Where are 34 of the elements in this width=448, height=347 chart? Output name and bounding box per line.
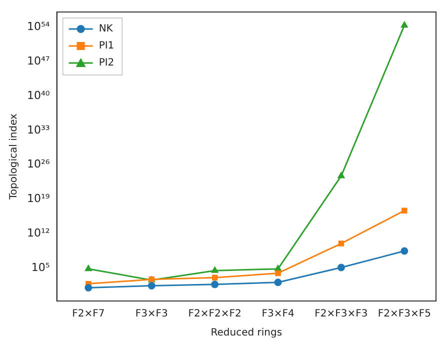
point [338,240,344,246]
point [402,208,408,214]
point [401,22,408,28]
x-tick-label: F3×F3 [135,308,168,320]
legend-label: PI2 [98,58,114,69]
point [148,282,156,290]
y-tick-label: 10¹⁹ [26,192,50,206]
point [400,247,408,255]
x-tick-label: F2×F7 [72,308,105,320]
y-tick-label: 10²⁶ [26,158,50,171]
point [275,270,281,276]
point [337,264,345,272]
legend-label: PI1 [98,40,114,52]
y-tick-label: 10⁵ [31,260,50,274]
point [84,284,92,292]
x-tick-label: F2×F2×F2 [188,308,242,320]
point [211,280,219,288]
x-tick-label: F2×F3×F3 [314,308,368,320]
point [211,266,218,273]
y-tick-label: 10¹² [26,226,50,240]
point [274,278,282,286]
x-tick-label: F2×F3×F5 [378,308,431,320]
point [338,172,345,178]
y-tick-label: 10⁴⁷ [26,54,50,68]
y-axis-title: Topological index [8,113,20,200]
x-tick-label: F3×F4 [262,308,294,320]
y-tick-label: 10⁴⁰ [26,88,50,102]
y-tick-label: 10³³ [26,123,50,136]
x-axis-title: Reduced rings [210,328,282,339]
point [212,274,218,280]
y-tick-label: 10⁵⁴ [26,20,50,34]
point [85,265,92,272]
legend-label: NK [98,24,114,35]
point [274,265,282,272]
